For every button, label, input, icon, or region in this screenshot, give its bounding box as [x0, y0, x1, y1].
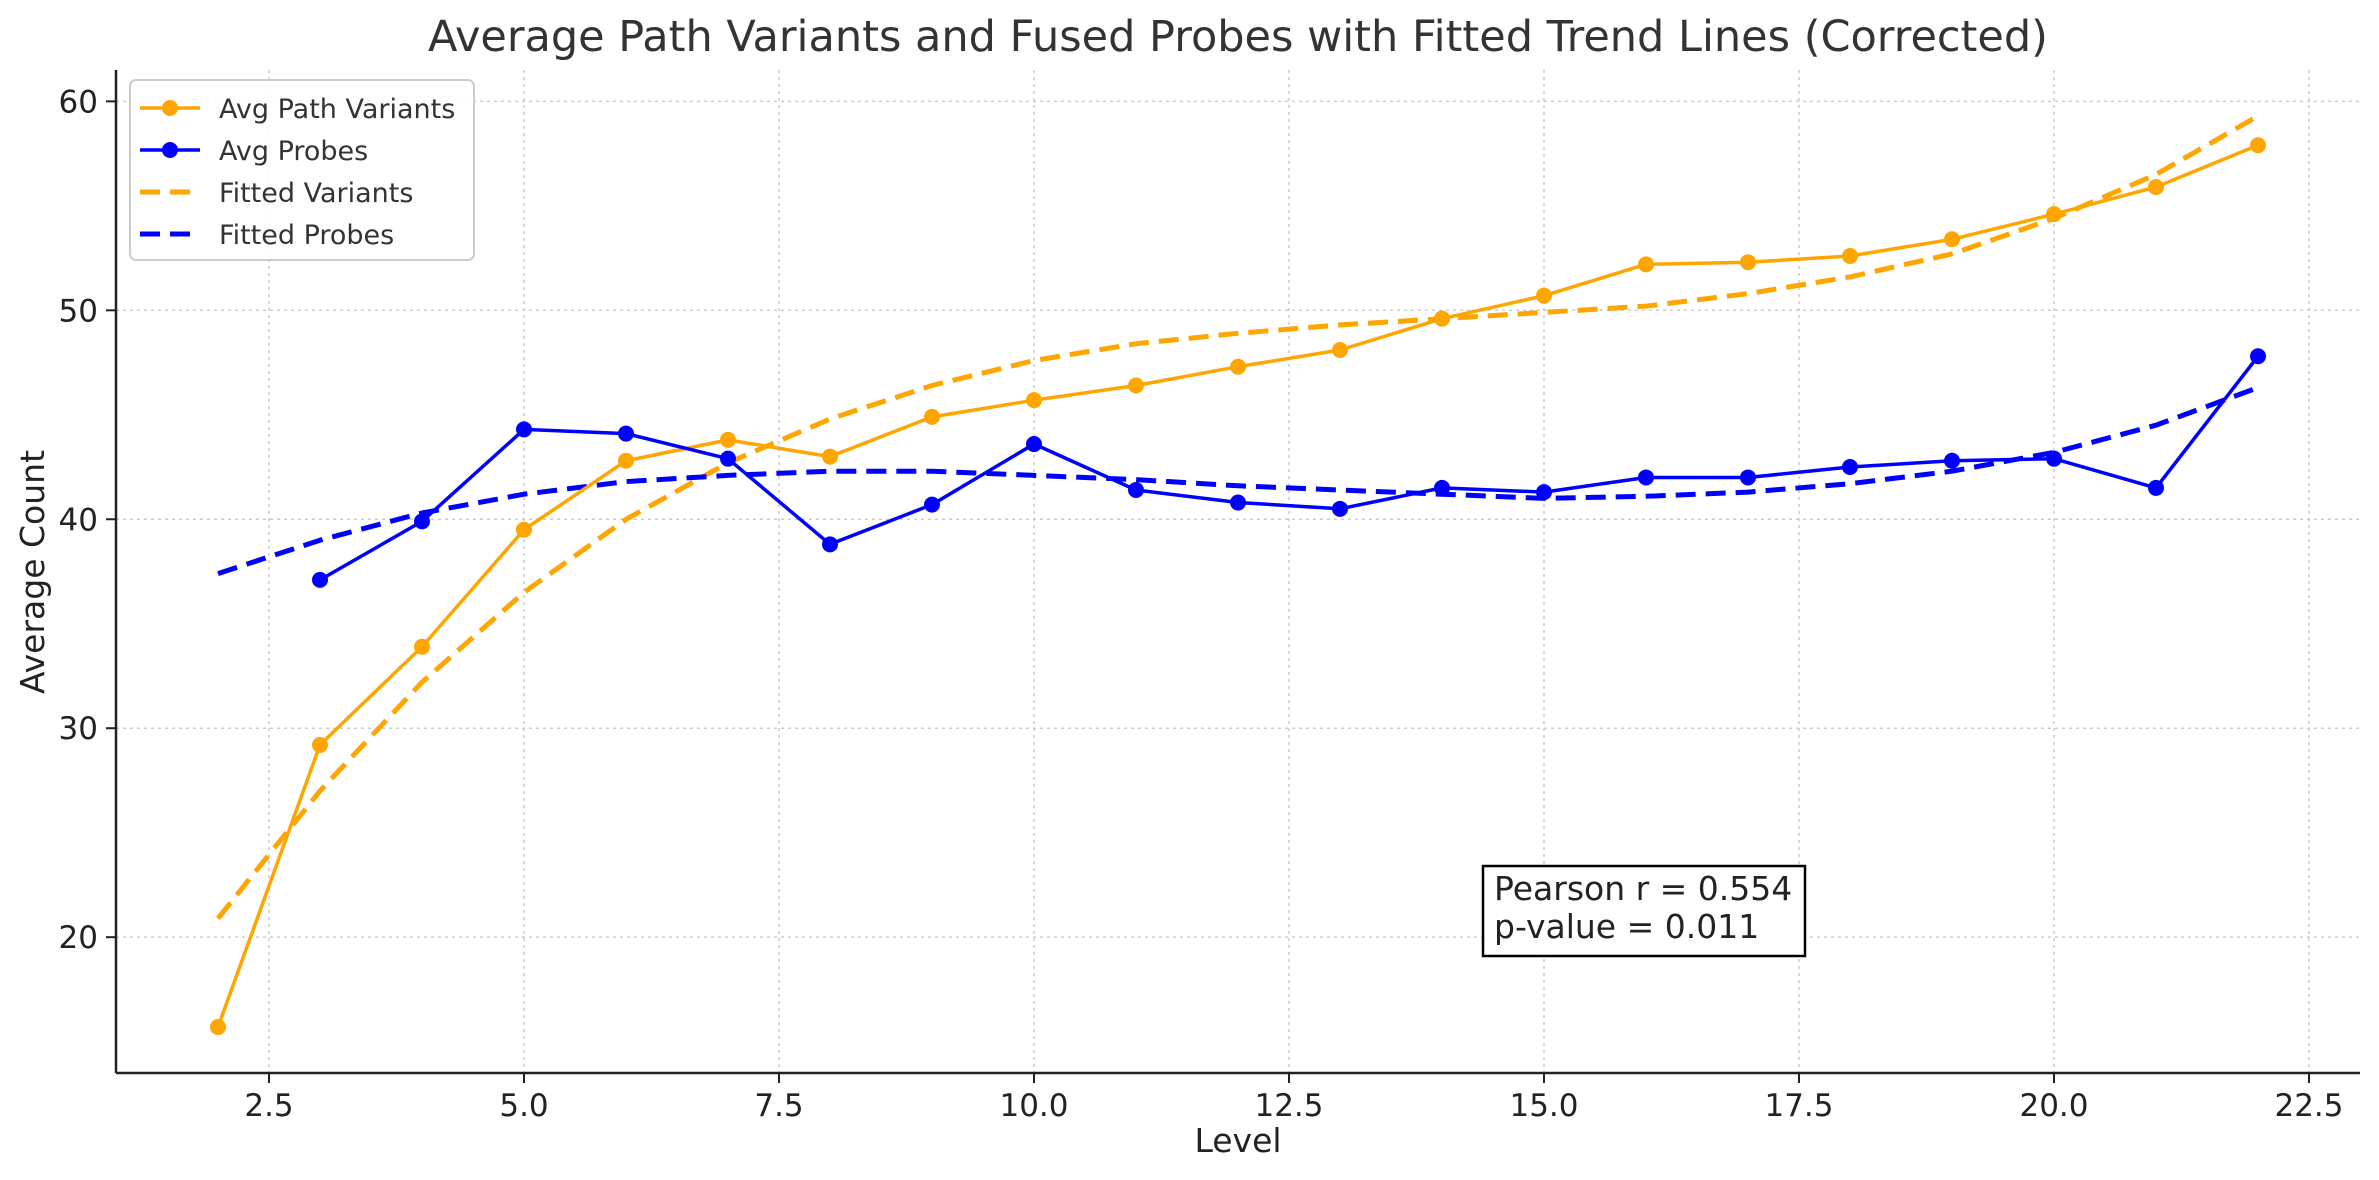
- pearson-r-text: Pearson r = 0.554: [1494, 869, 1792, 908]
- y-tick-label: 30: [59, 711, 98, 747]
- data-point-avg-probes: [1536, 484, 1552, 501]
- data-point-avg-probes: [2250, 348, 2266, 365]
- data-point-avg-probes: [1944, 452, 1960, 469]
- data-point-avg-path-variants: [924, 408, 940, 425]
- ticks-layer: 2.5 5.0 7.5 10.0 12.5 15.0 17.5 20.0 22.5 20 30 40 5…: [59, 84, 2344, 1124]
- data-point-avg-probes: [2046, 450, 2062, 467]
- series-line-avg-path-variants: [216, 143, 2259, 1028]
- data-point-avg-probes: [1026, 436, 1042, 453]
- data-point-avg-path-variants: [720, 431, 736, 448]
- data-point-avg-probes: [1128, 482, 1144, 499]
- p-value-text: p-value = 0.011: [1494, 907, 1759, 946]
- y-tick-label: 50: [59, 293, 98, 329]
- legend-marker-avg-path-variants: [162, 100, 178, 116]
- stats-annotation-box: [1481, 864, 1807, 958]
- stats-annotation: Pearson r = 0.554 p-value = 0.011: [1481, 864, 1807, 958]
- y-tick-label: 40: [59, 502, 98, 538]
- series-line-fitted-probes: [217, 385, 2259, 576]
- y-tick-label: 60: [59, 84, 98, 120]
- y-axis-title: Average Count: [13, 450, 52, 694]
- data-point-avg-path-variants: [1128, 377, 1144, 394]
- data-point-avg-path-variants: [210, 1019, 226, 1036]
- x-tick-label: 22.5: [2274, 1088, 2343, 1124]
- legend-label-avg-path-variants: Avg Path Variants: [219, 94, 455, 125]
- data-point-avg-path-variants: [312, 736, 328, 753]
- x-tick-label: 7.5: [754, 1088, 803, 1124]
- axes-layer: [114, 70, 2360, 1075]
- legend-label-fitted-probes: Fitted Probes: [219, 220, 394, 251]
- data-point-avg-probes: [414, 513, 430, 530]
- x-tick-label: 15.0: [1509, 1088, 1578, 1124]
- data-point-avg-path-variants: [1536, 287, 1552, 304]
- data-point-avg-probes: [2148, 479, 2164, 496]
- data-point-avg-probes: [1638, 469, 1654, 486]
- data-point-avg-path-variants: [1230, 358, 1246, 375]
- x-tick-label: 17.5: [1764, 1088, 1833, 1124]
- x-tick-label: 12.5: [1254, 1088, 1323, 1124]
- legend-marker-avg-probes: [162, 142, 178, 158]
- data-point-avg-path-variants: [414, 638, 430, 655]
- data-point-avg-path-variants: [1332, 342, 1348, 359]
- data-point-avg-path-variants: [2250, 137, 2266, 154]
- data-point-avg-path-variants: [1026, 392, 1042, 409]
- legend-items: Avg Path Variants Avg Probes Fitted Varian…: [140, 94, 455, 251]
- data-point-avg-probes: [720, 450, 736, 467]
- x-axis-title: Level: [1194, 1121, 1281, 1160]
- data-point-avg-probes: [822, 536, 838, 553]
- data-point-avg-probes: [618, 425, 634, 442]
- series-line-fitted-variants: [216, 113, 2260, 920]
- data-point-avg-probes: [1230, 494, 1246, 511]
- legend-label-avg-probes: Avg Probes: [219, 136, 368, 167]
- data-point-avg-path-variants: [1740, 254, 1756, 271]
- x-tick-label: 10.0: [999, 1088, 1068, 1124]
- x-tick-label: 20.0: [2019, 1088, 2088, 1124]
- data-point-avg-probes: [1842, 459, 1858, 476]
- data-point-avg-path-variants: [822, 448, 838, 465]
- data-point-avg-probes: [1740, 469, 1756, 486]
- data-point-avg-path-variants: [1842, 247, 1858, 264]
- y-tick-label: 20: [59, 920, 98, 956]
- chart-title: Average Path Variants and Fused Probes w…: [428, 12, 2048, 62]
- series-line-avg-probes: [319, 355, 2260, 582]
- data-point-avg-path-variants: [2148, 179, 2164, 196]
- data-point-avg-probes: [924, 496, 940, 513]
- data-point-avg-probes: [516, 421, 532, 438]
- data-point-avg-path-variants: [2046, 206, 2062, 223]
- x-tick-label: 5.0: [499, 1088, 548, 1124]
- data-point-avg-path-variants: [1434, 310, 1450, 327]
- data-point-avg-path-variants: [516, 521, 532, 538]
- data-point-avg-probes: [312, 571, 328, 588]
- legend-label-fitted-variants: Fitted Variants: [219, 178, 413, 209]
- legend: Avg Path Variants Avg Probes Fitted Varian…: [129, 79, 475, 261]
- legend-box: [129, 79, 475, 261]
- data-point-avg-path-variants: [1638, 256, 1654, 273]
- data-point-avg-probes: [1332, 500, 1348, 517]
- series-layer: [210, 113, 2266, 1036]
- data-point-avg-path-variants: [1944, 231, 1960, 248]
- x-tick-label: 2.5: [244, 1088, 293, 1124]
- data-point-avg-probes: [1434, 479, 1450, 496]
- data-point-avg-path-variants: [618, 452, 634, 469]
